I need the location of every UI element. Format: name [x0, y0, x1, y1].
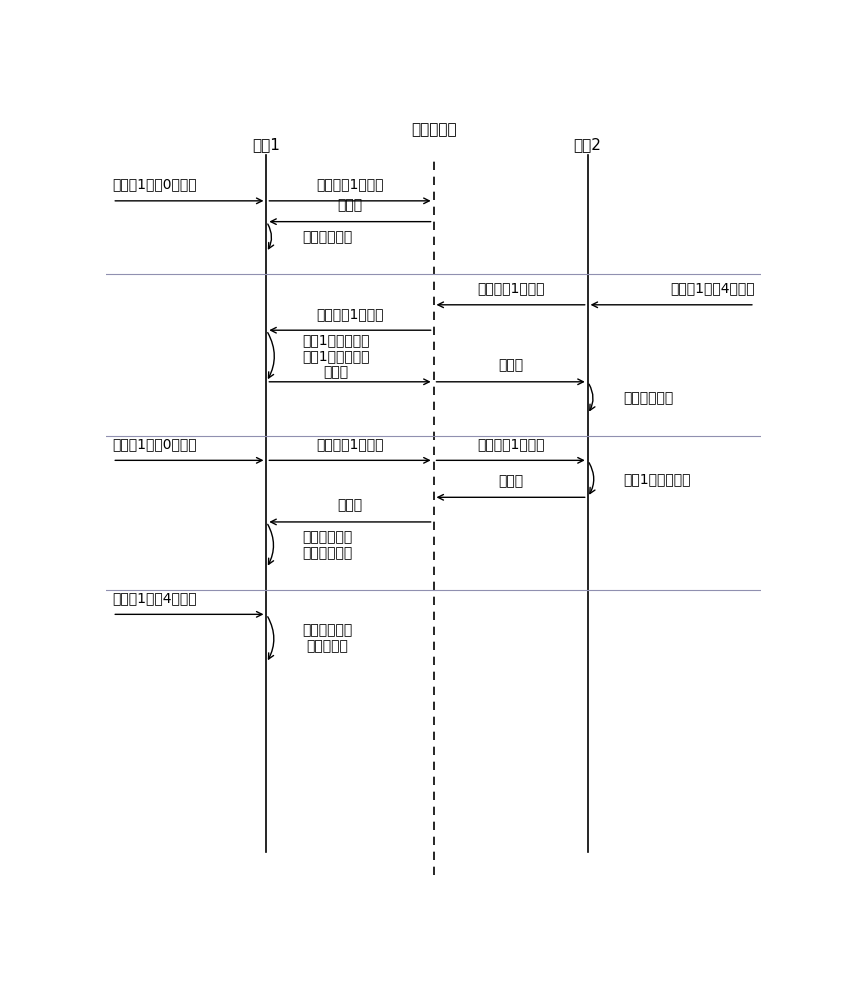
Text: 写数据到缓存: 写数据到缓存: [303, 230, 353, 244]
Text: 文件1的数据下盘
文件1的缓存无效
锁交还: 文件1的数据下盘 文件1的缓存无效 锁交还: [303, 333, 370, 379]
Text: 无缓存，从磁
盘读取数据: 无缓存，从磁 盘读取数据: [303, 623, 353, 654]
Text: 锁授权: 锁授权: [338, 499, 363, 513]
Text: 回收文件1的写锁: 回收文件1的写锁: [477, 437, 544, 451]
Text: 写文件1的第0数据块: 写文件1的第0数据块: [113, 178, 197, 192]
Text: 申请文件1的读锁: 申请文件1的读锁: [316, 437, 384, 451]
Text: 文件1的数据下盘: 文件1的数据下盘: [624, 472, 691, 486]
Text: 锁交还: 锁交还: [498, 474, 523, 488]
Text: 锁管理装置: 锁管理装置: [411, 122, 456, 137]
Text: 申请文件1的写锁: 申请文件1的写锁: [477, 282, 544, 296]
Text: 读文件1的第0数据块: 读文件1的第0数据块: [113, 437, 197, 451]
Text: 锁授权: 锁授权: [338, 198, 363, 212]
Text: 节点1: 节点1: [252, 137, 280, 152]
Text: 缓存无效，从
磁盘读取数据: 缓存无效，从 磁盘读取数据: [303, 530, 353, 560]
Text: 写文件1的第4数据块: 写文件1的第4数据块: [670, 282, 755, 296]
Text: 回收文件1的写锁: 回收文件1的写锁: [316, 307, 384, 321]
Text: 读文件1的第4数据块: 读文件1的第4数据块: [113, 591, 197, 605]
Text: 锁授权: 锁授权: [498, 359, 523, 373]
Text: 写数据到缓存: 写数据到缓存: [624, 391, 674, 405]
Text: 节点2: 节点2: [574, 137, 602, 152]
Text: 申请文件1的写锁: 申请文件1的写锁: [316, 178, 384, 192]
